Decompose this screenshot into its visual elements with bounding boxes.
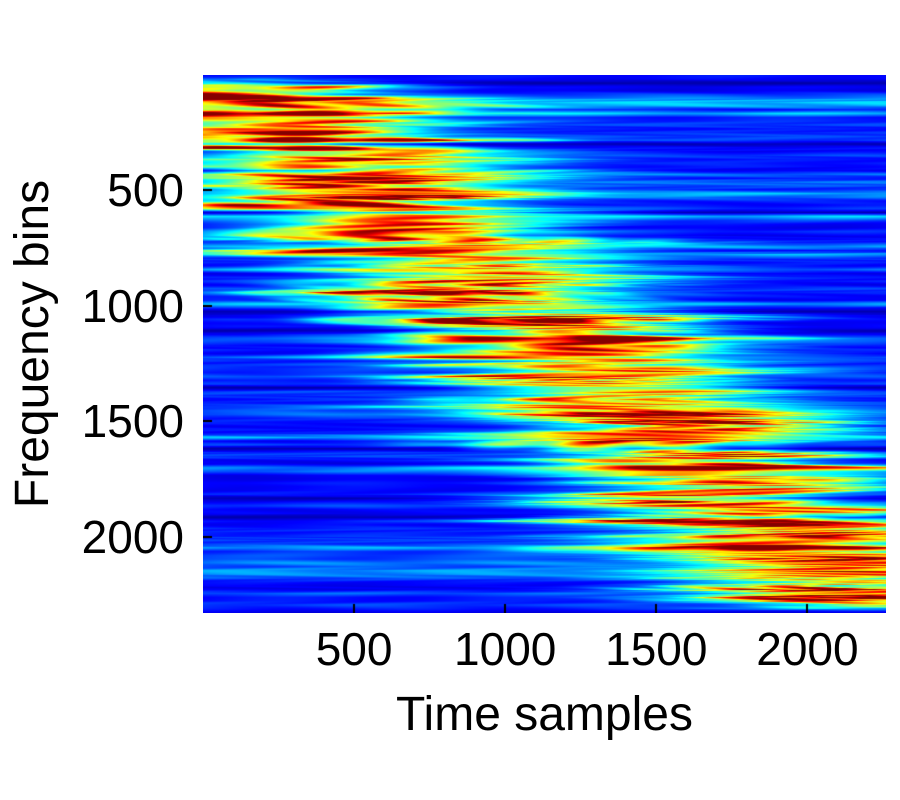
- x-tick-label: 1500: [605, 623, 708, 675]
- x-axis-label: Time samples: [396, 688, 693, 741]
- y-tick-label: 1000: [81, 279, 184, 332]
- x-tick-label: 2000: [756, 623, 859, 675]
- y-tick-label: 500: [107, 164, 184, 217]
- y-axis-tick-labels: 500 1000 1500 2000: [0, 0, 184, 700]
- x-axis-tick-labels: 500 1000 1500 2000: [0, 626, 900, 686]
- heatmap-canvas: [203, 75, 886, 613]
- y-tick-label: 2000: [81, 510, 184, 563]
- x-tick-label: 1000: [454, 623, 557, 675]
- y-tick-label: 1500: [81, 395, 184, 448]
- x-tick-label: 500: [315, 623, 393, 675]
